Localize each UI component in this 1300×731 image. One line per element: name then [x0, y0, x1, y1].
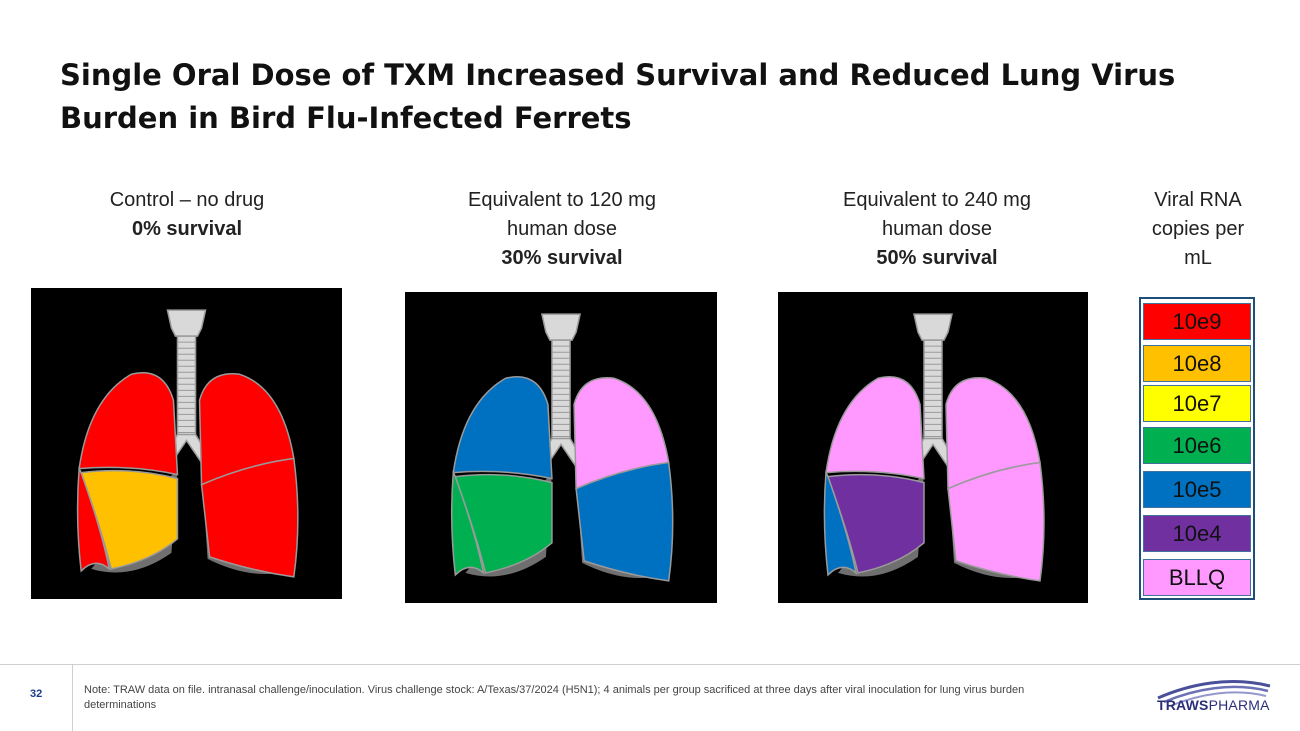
footer-divider	[0, 664, 1300, 665]
legend-title-line: mL	[1184, 247, 1212, 269]
lobe-left-lower	[80, 469, 179, 570]
slide-title-line-2: Burden in Bird Flu-Infected Ferrets	[60, 101, 632, 135]
legend-item-10e5: 10e5	[1143, 471, 1251, 508]
lobe-left-lower	[826, 473, 925, 574]
legend-item-10e9: 10e9	[1143, 303, 1251, 340]
legend-item-10e7: 10e7	[1143, 385, 1251, 422]
lung-panel-120mg	[405, 292, 717, 603]
panel-caption-240mg: Equivalent to 240 mg human dose 50% surv…	[812, 186, 1062, 273]
slide-title: Single Oral Dose of TXM Increased Surviv…	[60, 54, 1240, 140]
legend-title-line: copies per	[1151, 218, 1245, 240]
lung-diagram	[450, 313, 674, 582]
footnote: Note: TRAW data on file. intranasal chal…	[84, 684, 1025, 711]
traws-pharma-logo	[1157, 680, 1271, 707]
slide-title-line-1: Single Oral Dose of TXM Increased Surviv…	[60, 58, 1176, 92]
legend-item-bllq: BLLQ	[1143, 559, 1251, 596]
lobe-left-upper	[78, 372, 179, 476]
logo-word-bold: TRAWS	[1157, 697, 1209, 713]
panel-survival-label: 30% survival	[501, 247, 623, 269]
legend-item-10e8: 10e8	[1143, 345, 1251, 382]
footer-separator	[72, 664, 73, 731]
viral-load-legend: 10e9 10e8 10e7 10e6 10e5 10e4 BLLQ	[1139, 297, 1255, 600]
lobe-left-lower	[454, 473, 553, 574]
panel-caption-line: human dose	[881, 218, 993, 240]
legend-title: Viral RNA copies per mL	[1130, 186, 1266, 273]
panel-caption-line: Equivalent to 120 mg	[468, 189, 656, 211]
lung-diagram	[823, 313, 1045, 582]
panel-survival-label: 50% survival	[876, 247, 998, 269]
lobe-left-upper	[825, 376, 925, 480]
logo-wordmark: TRAWSPHARMA	[1157, 697, 1270, 713]
page-number: 32	[30, 688, 43, 700]
lobe-right-lower	[575, 461, 674, 582]
lobe-right-lower	[200, 457, 299, 578]
lung-panel-240mg	[778, 292, 1088, 603]
panel-caption-control: Control – no drug 0% survival	[62, 186, 312, 244]
lobe-right-lower	[947, 461, 1045, 582]
panel-caption-line: Control – no drug	[109, 189, 265, 211]
legend-item-10e6: 10e6	[1143, 427, 1251, 464]
lung-panel-control	[31, 288, 342, 599]
panel-caption-line: human dose	[506, 218, 618, 240]
legend-item-10e4: 10e4	[1143, 515, 1251, 552]
panel-caption-120mg: Equivalent to 120 mg human dose 30% surv…	[437, 186, 687, 273]
logo-word-light: PHARMA	[1208, 697, 1270, 713]
panel-survival-label: 0% survival	[131, 218, 243, 240]
lobe-left-upper	[452, 376, 553, 480]
legend-title-line: Viral RNA	[1154, 189, 1242, 211]
lung-diagram	[76, 309, 299, 578]
panel-caption-line: Equivalent to 240 mg	[843, 189, 1031, 211]
